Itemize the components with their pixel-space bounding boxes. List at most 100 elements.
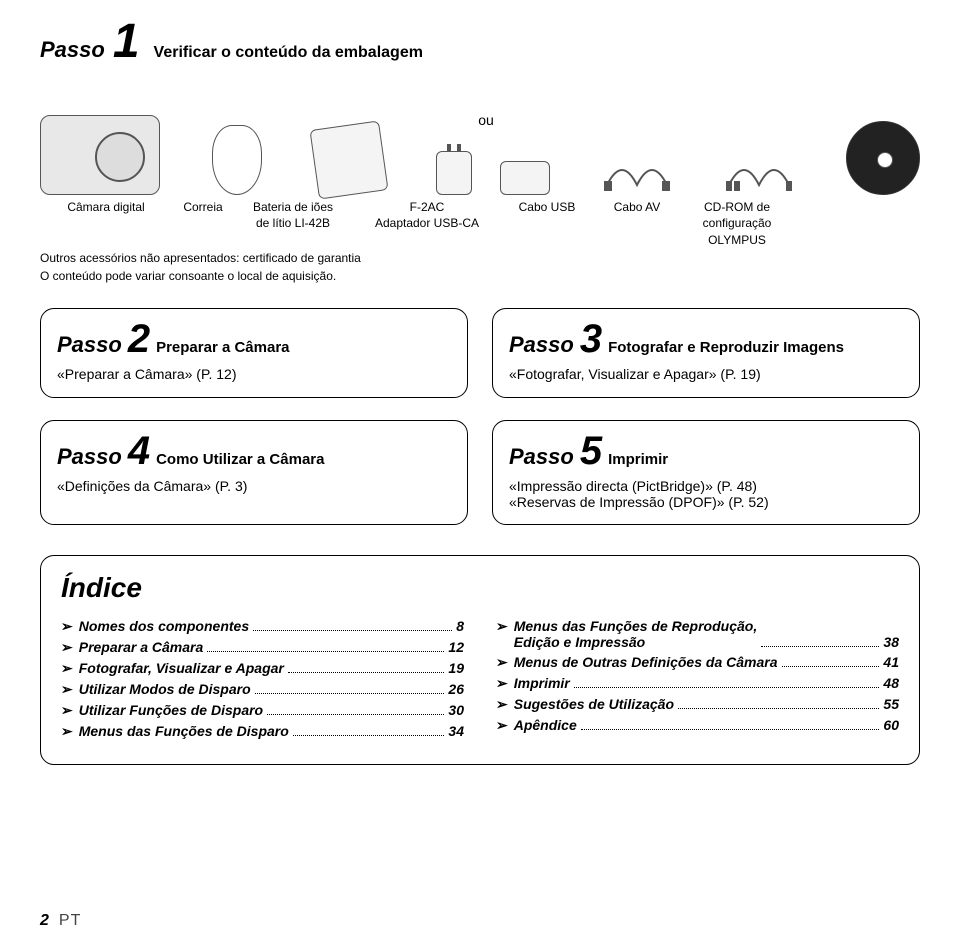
toc-label: Imprimir [514, 675, 570, 691]
toc-page: 60 [883, 717, 899, 733]
triangle-icon: ➢ [496, 618, 508, 635]
passo-word: Passo [509, 332, 574, 358]
toc-label: Utilizar Funções de Disparo [79, 702, 263, 718]
item-adapter-group: ou [436, 75, 550, 195]
step-5-header: Passo 5 Imprimir [509, 433, 903, 470]
step-4-header: Passo 4 Como Utilizar a Câmara [57, 433, 451, 470]
toc-page: 41 [883, 654, 899, 670]
toc-dots [288, 672, 445, 673]
step-1-title: Verificar o conteúdo da embalagem [154, 44, 423, 62]
step-2-body: «Preparar a Câmara» (P. 12) [57, 366, 451, 382]
item-strap [212, 75, 262, 195]
toc-dots [574, 687, 880, 688]
triangle-icon: ➢ [61, 681, 73, 698]
toc-label: Menus de Outras Definições da Câmara [514, 654, 778, 670]
toc-page: 30 [448, 702, 464, 718]
plug-icon [436, 151, 472, 195]
passo-number: 4 [128, 433, 150, 469]
page-number: 2 [40, 912, 49, 930]
toc-dots [267, 714, 444, 715]
label-usb: Cabo USB [502, 199, 592, 248]
toc-dots [255, 693, 445, 694]
indice-col-left: ➢Nomes dos componentes8 ➢Preparar a Câma… [61, 614, 464, 744]
toc-row: ➢ Fotografar, Visualizar e Apagar 19 [61, 660, 464, 677]
toc-row: ➢Utilizar Modos de Disparo26 [61, 681, 464, 698]
toc-row: ➢Menus das Funções de Disparo34 [61, 723, 464, 740]
triangle-icon: ➢ [61, 723, 73, 740]
toc-dots [678, 708, 879, 709]
label-camera: Câmara digital [40, 199, 172, 248]
toc-row: ➢ Sugestões de Utilização 55 [496, 696, 899, 713]
step-3-header: Passo 3 Fotografar e Reproduzir Imagens [509, 321, 903, 358]
triangle-icon: ➢ [496, 696, 508, 713]
toc-dots [782, 666, 880, 667]
passo-number: 3 [580, 321, 602, 357]
toc-dots [293, 735, 445, 736]
step-4-title: Como Utilizar a Câmara [156, 451, 324, 468]
toc-row: ➢Apêndice60 [496, 717, 899, 734]
passo-word: Passo [57, 332, 122, 358]
label-av: Cabo AV [592, 199, 682, 248]
strap-icon [212, 125, 262, 195]
step-boxes-grid: Passo 2 Preparar a Câmara «Preparar a Câ… [40, 308, 920, 525]
indice-columns: ➢Nomes dos componentes8 ➢Preparar a Câma… [61, 614, 899, 744]
toc-label: Preparar a Câmara [79, 639, 204, 655]
cd-icon [846, 121, 920, 195]
toc-row: ➢ Utilizar Funções de Disparo 30 [61, 702, 464, 719]
item-battery [314, 75, 384, 195]
page-footer: 2 PT [40, 912, 81, 930]
toc-row: ➢Preparar a Câmara12 [61, 639, 464, 656]
passo-word: Passo [57, 444, 122, 470]
toc-page: 38 [883, 634, 899, 650]
toc-dots [581, 729, 880, 730]
toc-label: Fotografar, Visualizar e Apagar [79, 660, 284, 676]
item-av-cable [724, 75, 794, 195]
step-5-body: «Impressão directa (PictBridge)» (P. 48)… [509, 478, 903, 510]
toc-page: 19 [448, 660, 464, 676]
passo-number: 1 [113, 20, 140, 63]
note-1: Outros acessórios não apresentados: cert… [40, 250, 920, 266]
step-2-title: Preparar a Câmara [156, 339, 289, 356]
page-language: PT [59, 912, 81, 930]
step-1: Passo 1 Verificar o conteúdo da embalage… [40, 20, 920, 284]
step-2-header: Passo 2 Preparar a Câmara [57, 321, 451, 358]
step-box-5: Passo 5 Imprimir «Impressão directa (Pic… [492, 420, 920, 525]
label-cdrom: CD-ROM de configuração OLYMPUS [682, 199, 792, 248]
item-labels-row: Câmara digital Correia Bateria de iões d… [40, 199, 920, 248]
item-camera [40, 75, 160, 195]
step-5-title: Imprimir [608, 451, 668, 468]
toc-page: 8 [456, 618, 464, 634]
indice-title: Índice [61, 572, 899, 604]
step-box-3: Passo 3 Fotografar e Reproduzir Imagens … [492, 308, 920, 398]
toc-label: Menus das Funções de Reprodução, Edição … [514, 618, 758, 650]
triangle-icon: ➢ [61, 660, 73, 677]
toc-label: Sugestões de Utilização [514, 696, 674, 712]
item-usb-cable [602, 75, 672, 195]
toc-page: 55 [883, 696, 899, 712]
toc-row: ➢ Nomes dos componentes 8 [61, 618, 464, 635]
av-cable-icon [724, 145, 794, 195]
passo-number: 2 [128, 321, 150, 357]
indice-box: Índice ➢Nomes dos componentes8 ➢Preparar… [40, 555, 920, 765]
step-box-2: Passo 2 Preparar a Câmara «Preparar a Câ… [40, 308, 468, 398]
step-4-body: «Definições da Câmara» (P. 3) [57, 478, 451, 494]
step-3-body: «Fotografar, Visualizar e Apagar» (P. 19… [509, 366, 903, 382]
passo-word: Passo [509, 444, 574, 470]
ou-label: ou [478, 112, 494, 128]
toc-dots [207, 651, 444, 652]
toc-label: Nomes dos componentes [79, 618, 249, 634]
toc-row: ➢ Menus das Funções de Reprodução, Edição… [496, 618, 899, 650]
adapter-icon [500, 161, 550, 195]
triangle-icon: ➢ [61, 618, 73, 635]
step-3-title: Fotografar e Reproduzir Imagens [608, 339, 844, 356]
step-1-header: Passo 1 Verificar o conteúdo da embalage… [40, 20, 920, 63]
battery-icon [310, 121, 389, 200]
toc-page: 48 [883, 675, 899, 691]
triangle-icon: ➢ [61, 702, 73, 719]
triangle-icon: ➢ [496, 654, 508, 671]
label-strap: Correia [172, 199, 234, 248]
label-battery: Bateria de iões de lítio LI-42B [234, 199, 352, 248]
toc-row: ➢Imprimir48 [496, 675, 899, 692]
label-adapter: F-2AC Adaptador USB-CA [352, 199, 502, 248]
toc-dots [253, 630, 452, 631]
